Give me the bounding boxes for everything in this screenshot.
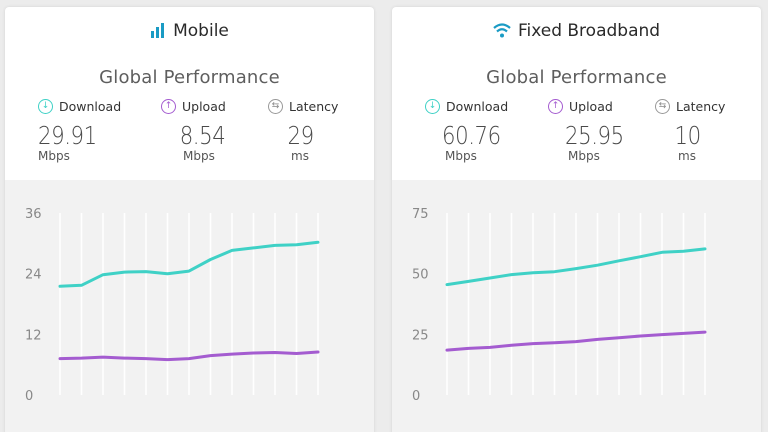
download-metric: ↓ Download 60.76 Mbps xyxy=(425,99,535,163)
latency-unit: ms xyxy=(291,149,309,163)
mobile-chart: 0 12 24 36 xyxy=(5,180,374,432)
y-tick-label: 0 xyxy=(412,389,420,404)
download-unit: Mbps xyxy=(38,149,70,163)
latency-value: 29 xyxy=(287,121,315,150)
y-tick-label: 36 xyxy=(25,207,42,222)
y-tick-label: 12 xyxy=(25,328,42,343)
upload-arrow-icon: ↑ xyxy=(548,99,563,114)
latency-metric: ⇆ Latency 10 ms xyxy=(655,99,761,163)
y-tick-label: 25 xyxy=(412,328,429,343)
latency-label: Latency xyxy=(676,99,726,114)
series-line-1 xyxy=(58,350,320,362)
upload-unit: Mbps xyxy=(183,149,215,163)
upload-metric: ↑ Upload 25.95 Mbps xyxy=(548,99,658,163)
series-line-0 xyxy=(445,247,707,287)
y-tick-label: 0 xyxy=(25,389,33,404)
latency-metric: ⇆ Latency 29 ms xyxy=(268,99,374,163)
card-title: Fixed Broadband xyxy=(392,21,761,43)
download-unit: Mbps xyxy=(445,149,477,163)
download-arrow-icon: ↓ xyxy=(425,99,440,114)
y-tick-label: 50 xyxy=(412,268,429,283)
y-tick-label: 75 xyxy=(412,207,429,222)
signal-bars-icon xyxy=(150,22,166,43)
latency-unit: ms xyxy=(678,149,696,163)
mobile-line-chart: 0 12 24 36 xyxy=(25,207,320,404)
card-title-text: Mobile xyxy=(173,21,229,41)
upload-unit: Mbps xyxy=(568,149,600,163)
download-metric: ↓ Download 29.91 Mbps xyxy=(38,99,148,163)
latency-label: Latency xyxy=(289,99,339,114)
mobile-card: Mobile Global Performance ↓ Download 29.… xyxy=(5,7,374,432)
latency-icon: ⇆ xyxy=(655,99,670,114)
download-label: Download xyxy=(59,99,122,114)
upload-label: Upload xyxy=(569,99,613,114)
wifi-icon xyxy=(493,23,511,43)
subtitle: Global Performance xyxy=(99,67,280,88)
series-line-1 xyxy=(445,330,707,352)
upload-value: 8.54 xyxy=(179,121,226,150)
subtitle: Global Performance xyxy=(486,67,667,88)
download-label: Download xyxy=(446,99,509,114)
upload-arrow-icon: ↑ xyxy=(161,99,176,114)
card-title: Mobile xyxy=(5,21,374,43)
download-value: 29.91 xyxy=(38,121,97,150)
fixed-broadband-card: Fixed Broadband Global Performance ↓ Dow… xyxy=(392,7,761,432)
fixed-line-chart: 0 25 50 75 xyxy=(412,207,707,404)
upload-label: Upload xyxy=(182,99,226,114)
upload-metric: ↑ Upload 8.54 Mbps xyxy=(161,99,271,163)
download-arrow-icon: ↓ xyxy=(38,99,53,114)
latency-icon: ⇆ xyxy=(268,99,283,114)
download-value: 60.76 xyxy=(442,121,501,150)
upload-value: 25.95 xyxy=(565,121,624,150)
y-tick-label: 24 xyxy=(25,268,42,283)
fixed-chart: 0 25 50 75 xyxy=(392,180,761,432)
card-title-text: Fixed Broadband xyxy=(517,21,661,41)
latency-value: 10 xyxy=(674,121,702,150)
series-line-0 xyxy=(58,240,320,288)
